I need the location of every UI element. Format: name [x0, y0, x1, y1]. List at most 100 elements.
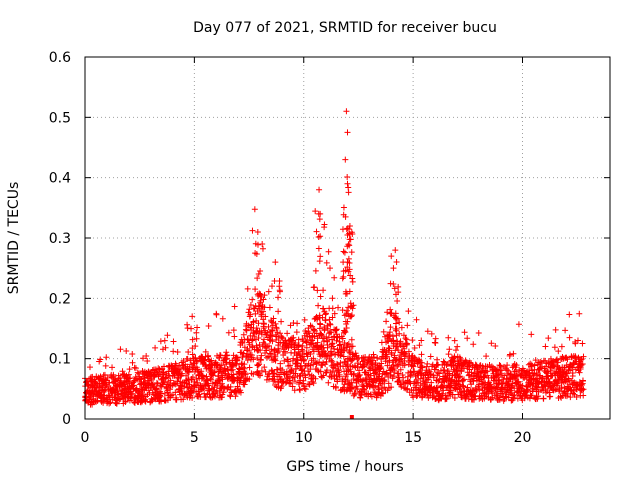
data-point: [266, 304, 273, 311]
data-point: [392, 320, 399, 327]
y-tick-label: 0.4: [49, 171, 71, 187]
data-point: [260, 296, 267, 303]
data-point: [349, 384, 356, 391]
data-point: [502, 393, 509, 400]
axis-ticks: 0 0.1 0.2 0.3 0.4 0.5 0.6 0 5 10 15 20: [49, 50, 610, 446]
data-point: [379, 390, 386, 397]
data-point: [253, 325, 260, 332]
data-point: [278, 318, 285, 325]
data-point: [342, 156, 349, 163]
data-point: [255, 303, 262, 310]
data-point: [329, 314, 336, 321]
data-point: [317, 233, 324, 240]
data-point: [494, 384, 501, 391]
data-point: [411, 368, 418, 375]
data-point: [296, 386, 303, 393]
data-point: [109, 364, 116, 371]
data-point: [246, 376, 253, 383]
data-point: [290, 374, 297, 381]
data-point: [86, 364, 93, 371]
data-point: [210, 386, 217, 393]
data-point: [164, 332, 171, 339]
data-point: [103, 354, 110, 361]
data-point: [454, 343, 461, 350]
data-point: [144, 358, 151, 365]
data-point: [328, 362, 335, 369]
data-point: [253, 251, 260, 258]
data-point: [564, 370, 571, 377]
data-point: [184, 363, 191, 370]
data-point: [265, 323, 272, 330]
data-point: [244, 357, 251, 364]
data-point: [501, 372, 508, 379]
data-point: [226, 392, 233, 399]
data-point: [249, 227, 256, 234]
data-point: [492, 342, 499, 349]
data-point: [344, 342, 351, 349]
data-point: [293, 329, 300, 336]
data-point: [540, 395, 547, 402]
data-point: [470, 341, 477, 348]
data-point: [351, 391, 358, 398]
data-point: [241, 381, 248, 388]
data-point: [534, 384, 541, 391]
data-point: [167, 377, 174, 384]
data-point: [340, 353, 347, 360]
data-point: [230, 374, 237, 381]
data-point: [211, 393, 218, 400]
data-point: [483, 353, 490, 360]
data-point: [307, 366, 314, 373]
data-point: [404, 340, 411, 347]
data-point: [416, 342, 423, 349]
data-point: [359, 377, 366, 384]
data-point: [162, 344, 169, 351]
data-point: [216, 377, 223, 384]
data-point: [331, 274, 338, 281]
data-point: [393, 356, 400, 363]
data-point: [396, 319, 403, 326]
data-point: [131, 364, 138, 371]
data-point: [268, 318, 275, 325]
data-point: [295, 336, 302, 343]
data-point: [326, 320, 333, 327]
data-point: [266, 342, 273, 349]
data-point: [298, 367, 305, 374]
data-point: [342, 329, 349, 336]
data-point: [189, 336, 196, 343]
data-point: [140, 355, 147, 362]
y-tick-label: 0: [62, 412, 71, 428]
data-point: [336, 371, 343, 378]
data-point: [258, 352, 265, 359]
data-point: [578, 381, 585, 388]
data-point: [160, 371, 167, 378]
data-point: [301, 356, 308, 363]
data-point: [91, 376, 98, 383]
data-point: [576, 310, 583, 317]
grid-lines: [85, 57, 610, 419]
data-point: [89, 401, 96, 408]
data-point: [260, 316, 267, 323]
data-point: [440, 387, 447, 394]
data-point: [468, 381, 475, 388]
data-point: [220, 389, 227, 396]
data-point: [564, 356, 571, 363]
data-point: [324, 344, 331, 351]
data-point: [100, 395, 107, 402]
data-point: [258, 367, 265, 374]
data-point: [327, 265, 333, 272]
data-point: [234, 357, 241, 364]
data-point: [200, 374, 207, 381]
data-point: [248, 337, 255, 344]
data-point: [225, 329, 232, 336]
data-point: [255, 335, 262, 342]
data-point: [180, 396, 187, 403]
data-point: [334, 360, 340, 367]
y-tick-label: 0.3: [49, 231, 71, 247]
data-point: [346, 236, 353, 243]
data-point: [401, 362, 408, 369]
data-point: [378, 360, 385, 367]
data-point: [257, 267, 264, 274]
data-point: [511, 385, 518, 392]
data-point: [151, 372, 158, 379]
y-tick-label: 0.1: [49, 352, 71, 368]
